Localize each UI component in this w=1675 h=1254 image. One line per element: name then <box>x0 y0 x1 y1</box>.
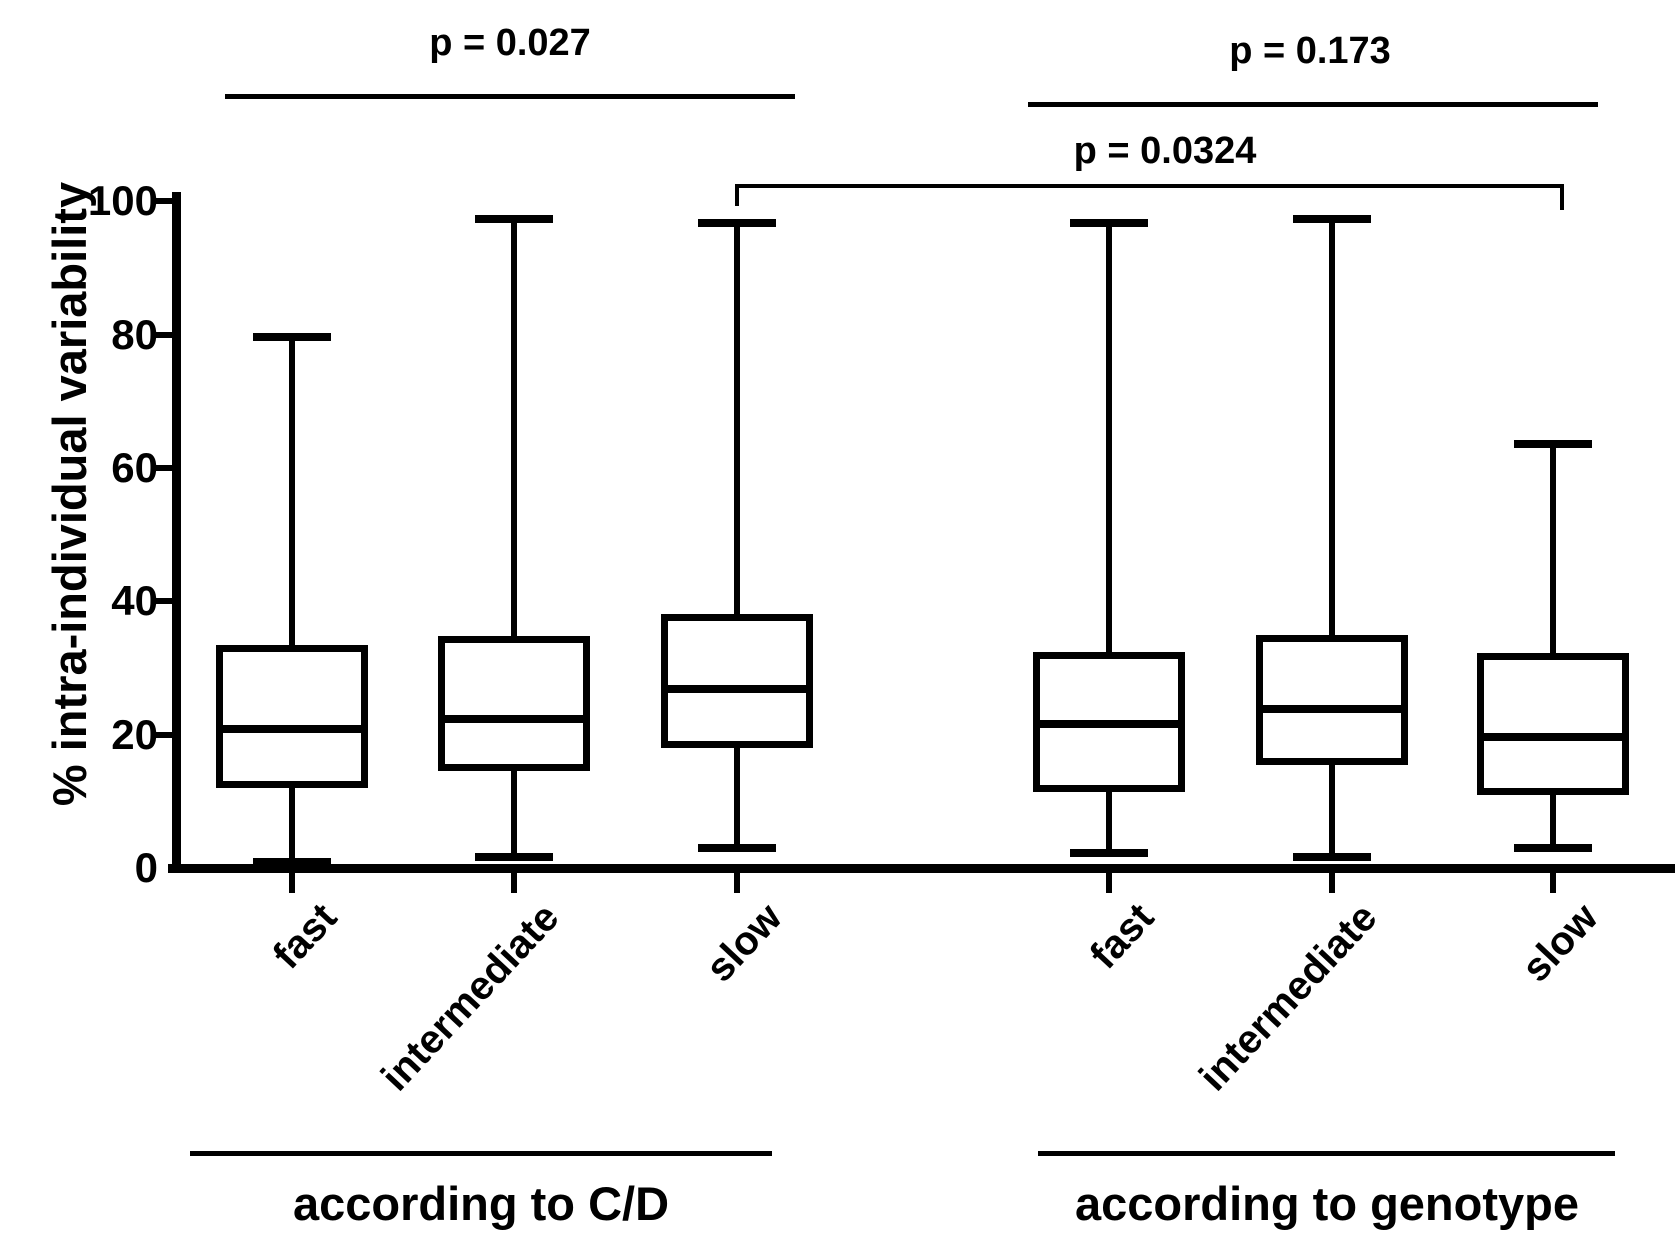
median-line-fast-cd <box>216 725 368 734</box>
y-tick-label-40: 40 <box>111 577 158 625</box>
median-line-slow-cd <box>661 684 813 693</box>
lower-whisker-cap-slow-cd <box>698 843 776 852</box>
y-tick-label-100: 100 <box>87 177 158 225</box>
y-tick-80 <box>152 331 172 338</box>
group-underline-cd <box>190 1151 772 1156</box>
box-slow-genotype <box>1477 653 1629 796</box>
y-axis-line <box>172 192 181 873</box>
lower-whisker-cap-intermediate-cd <box>475 853 553 862</box>
y-tick-label-80: 80 <box>111 310 158 358</box>
p-value-label-slow-vs-slow: p = 0.0324 <box>1073 130 1257 172</box>
p-value-label-genotype: p = 0.173 <box>1229 30 1391 72</box>
upper-whisker-cap-intermediate-genotype <box>1293 214 1371 223</box>
x-tick-fast-genotype <box>1106 869 1112 893</box>
y-tick-40 <box>152 598 172 605</box>
x-tick-intermediate-cd <box>511 869 517 893</box>
x-tick-fast-cd <box>289 869 295 893</box>
lower-whisker-cap-fast-genotype <box>1070 849 1148 858</box>
upper-whisker-slow-genotype <box>1550 443 1556 654</box>
median-line-slow-genotype <box>1477 733 1629 742</box>
group-underline-genotype <box>1038 1151 1615 1156</box>
upper-whisker-cap-slow-genotype <box>1514 439 1592 448</box>
y-tick-label-20: 20 <box>111 710 158 758</box>
significance-line-genotype <box>1028 102 1598 107</box>
lower-whisker-fast-cd <box>289 787 295 863</box>
lower-whisker-intermediate-cd <box>511 771 517 858</box>
lower-whisker-fast-genotype <box>1106 791 1112 854</box>
lower-whisker-intermediate-genotype <box>1329 764 1335 857</box>
significance-bracket-top <box>735 184 1564 188</box>
x-tick-slow-genotype <box>1550 869 1556 893</box>
upper-whisker-intermediate-genotype <box>1329 218 1335 635</box>
upper-whisker-cap-intermediate-cd <box>475 214 553 223</box>
median-line-intermediate-cd <box>438 715 590 724</box>
upper-whisker-fast-cd <box>289 336 295 646</box>
lower-whisker-cap-fast-cd <box>253 858 331 866</box>
lower-whisker-slow-genotype <box>1550 795 1556 848</box>
upper-whisker-cap-fast-genotype <box>1070 218 1148 227</box>
x-tick-intermediate-genotype <box>1329 869 1335 893</box>
p-value-label-cd: p = 0.027 <box>429 22 591 64</box>
y-tick-20 <box>152 731 172 738</box>
group-label-cd: according to C/D <box>292 1177 670 1230</box>
median-line-intermediate-genotype <box>1256 705 1408 714</box>
box-intermediate-cd <box>438 635 590 772</box>
significance-bracket-right-tick <box>1560 184 1564 210</box>
box-intermediate-genotype <box>1256 634 1408 765</box>
y-axis-title: % intra-individual variability <box>43 181 96 807</box>
upper-whisker-slow-cd <box>734 222 740 614</box>
median-line-fast-genotype <box>1033 719 1185 728</box>
box-fast-cd <box>216 645 368 788</box>
significance-line-cd <box>225 94 795 99</box>
group-label-genotype: according to genotype <box>1075 1177 1579 1230</box>
lower-whisker-cap-intermediate-genotype <box>1293 852 1371 861</box>
significance-bracket-left-tick <box>735 184 739 206</box>
upper-whisker-cap-slow-cd <box>698 218 776 227</box>
upper-whisker-intermediate-cd <box>511 218 517 636</box>
upper-whisker-fast-genotype <box>1106 222 1112 652</box>
upper-whisker-cap-fast-cd <box>253 332 331 341</box>
y-tick-label-0: 0 <box>134 844 158 891</box>
y-tick-label-60: 60 <box>111 443 158 491</box>
y-tick-100 <box>152 198 172 205</box>
x-axis-line <box>168 864 1675 873</box>
y-tick-60 <box>152 464 172 471</box>
lower-whisker-slow-cd <box>734 747 740 848</box>
lower-whisker-cap-slow-genotype <box>1514 843 1592 852</box>
x-tick-slow-cd <box>734 869 740 893</box>
box-slow-cd <box>661 613 813 748</box>
